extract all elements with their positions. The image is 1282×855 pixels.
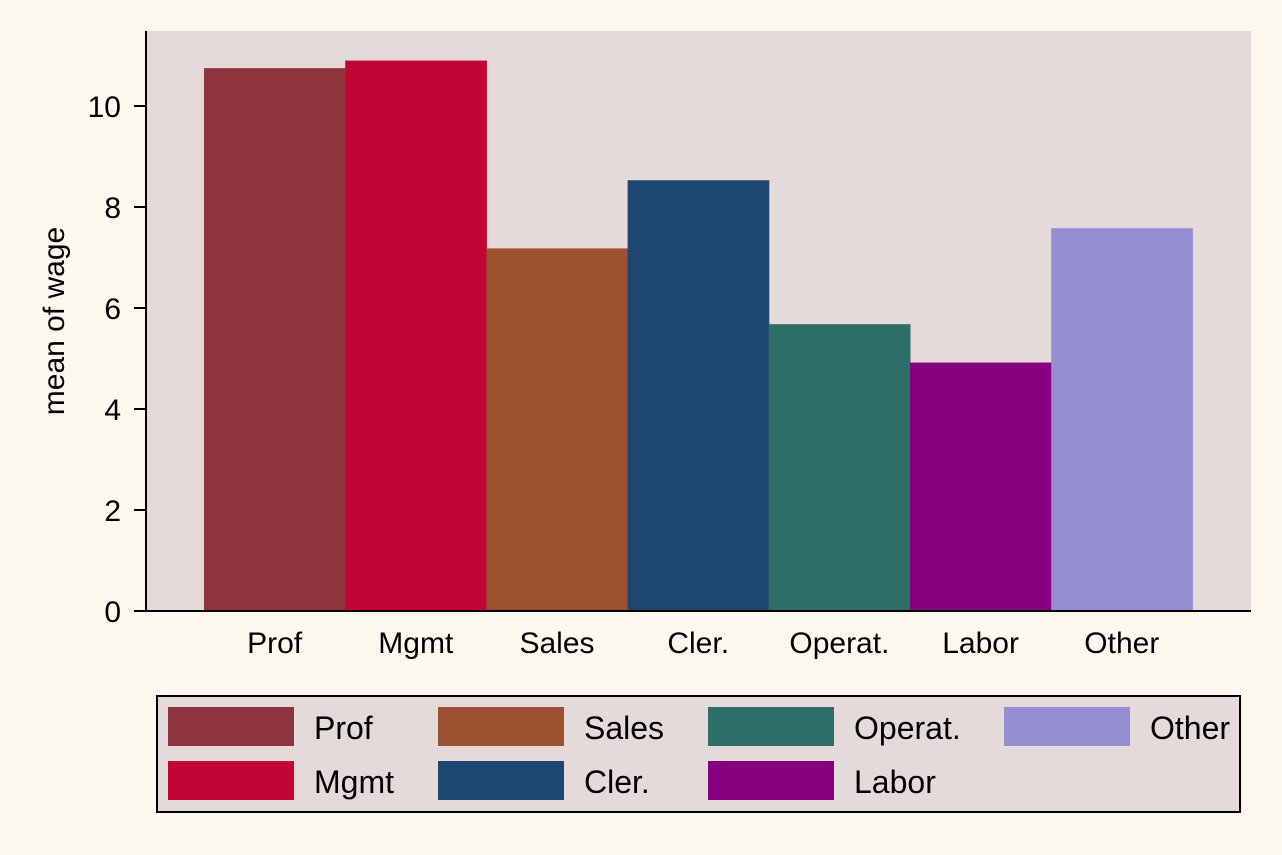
bars-group — [204, 60, 1193, 612]
bar-operat — [768, 324, 911, 611]
bar-labor — [910, 362, 1052, 611]
x-tick-label-labor: Labor — [942, 627, 1019, 660]
legend-swatch-mgmt — [168, 761, 294, 800]
x-tick-label-sales: Sales — [519, 627, 594, 660]
legend-label-sales: Sales — [584, 710, 664, 746]
y-tick-label: 0 — [104, 596, 121, 629]
x-tick-label-other: Other — [1084, 627, 1159, 660]
bar-other — [1051, 228, 1193, 611]
legend-label-operat: Operat. — [854, 710, 961, 746]
bar-cler — [627, 180, 770, 612]
y-axis-title: mean of wage — [38, 227, 71, 415]
bar-sales — [486, 248, 629, 611]
legend-swatch-cler — [438, 761, 564, 800]
legend-swatch-sales — [438, 707, 564, 746]
legend-swatch-labor — [708, 761, 834, 800]
y-ticks-group: 0 2 4 6 8 10 — [88, 91, 146, 629]
bar-mgmt — [345, 60, 487, 612]
y-tick-label: 2 — [104, 495, 121, 528]
x-tick-label-mgmt: Mgmt — [378, 627, 454, 660]
legend-swatch-other — [1004, 707, 1130, 746]
y-tick-label: 8 — [104, 192, 121, 225]
legend: Prof Mgmt Sales Cler. Operat. Labor Other — [168, 707, 1230, 800]
x-tick-labels-group: Prof Mgmt Sales Cler. Operat. Labor Other — [247, 627, 1159, 660]
y-tick-label: 4 — [104, 394, 121, 427]
legend-label-prof: Prof — [314, 710, 373, 746]
legend-swatch-operat — [708, 707, 834, 746]
x-tick-label-operat: Operat. — [789, 627, 889, 660]
y-tick-label: 6 — [104, 293, 121, 326]
x-tick-label-prof: Prof — [247, 627, 303, 660]
bar-prof — [204, 68, 346, 611]
x-tick-label-cler: Cler. — [667, 627, 729, 660]
legend-label-cler: Cler. — [584, 764, 650, 800]
y-tick-label: 10 — [88, 91, 121, 124]
legend-label-other: Other — [1150, 710, 1230, 746]
legend-label-mgmt: Mgmt — [314, 764, 394, 800]
legend-label-labor: Labor — [854, 764, 936, 800]
legend-swatch-prof — [168, 707, 294, 746]
